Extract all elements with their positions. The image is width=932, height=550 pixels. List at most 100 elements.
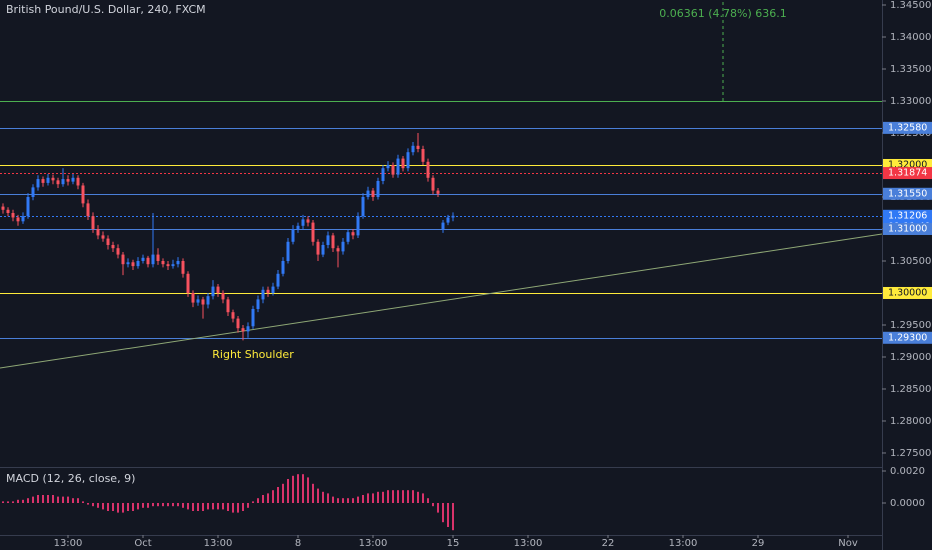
- macd-bar: [107, 503, 109, 511]
- price-axis-bg: [883, 0, 932, 535]
- candle-body: [446, 217, 450, 223]
- candle-body: [156, 254, 160, 261]
- candle-body: [351, 232, 355, 236]
- x-tick-label: 13:00: [54, 538, 83, 549]
- candle-body: [426, 161, 430, 178]
- macd-bar: [67, 496, 69, 503]
- candle-body: [46, 177, 50, 183]
- candle-body: [91, 216, 95, 229]
- macd-bar: [422, 493, 424, 503]
- candle-body: [311, 222, 315, 242]
- candle-body: [421, 148, 425, 162]
- candle-body: [366, 190, 370, 197]
- macd-bar: [207, 503, 209, 510]
- y2-tick-label: 0.0000: [890, 498, 925, 509]
- macd-bar: [97, 503, 99, 508]
- macd-bar: [452, 503, 454, 531]
- macd-bar: [47, 495, 49, 503]
- macd-bar: [212, 503, 214, 510]
- macd-bar: [377, 491, 379, 503]
- candle-body: [251, 308, 255, 327]
- candle-body: [206, 296, 210, 305]
- candle-body: [181, 260, 185, 274]
- price-label: 1.31550: [888, 188, 927, 199]
- candle-body: [31, 187, 35, 197]
- y-tick-label: 1.33500: [890, 64, 931, 75]
- macd-bar: [317, 488, 319, 503]
- macd-bar: [242, 503, 244, 511]
- candle-body: [241, 328, 245, 332]
- candle-body: [216, 286, 220, 293]
- macd-bar: [17, 499, 19, 503]
- macd-bar: [147, 503, 149, 508]
- candle-body: [121, 254, 125, 265]
- candle-body: [406, 152, 410, 169]
- macd-bar: [392, 490, 394, 503]
- candle-body: [211, 286, 215, 297]
- macd-bar: [282, 483, 284, 503]
- candle-body: [356, 216, 360, 236]
- macd-bar: [332, 496, 334, 503]
- macd-bar: [77, 498, 79, 503]
- candle-body: [171, 264, 175, 267]
- macd-bar: [12, 501, 14, 503]
- candle-body: [166, 264, 170, 267]
- macd-bar: [192, 503, 194, 511]
- candle-body: [21, 216, 25, 222]
- macd-pane: [2, 474, 454, 531]
- x-tick-label: 8: [295, 538, 301, 549]
- macd-bar: [302, 474, 304, 503]
- candle-body: [26, 196, 30, 217]
- macd-bar: [307, 477, 309, 503]
- macd-bar: [337, 498, 339, 503]
- candle-body: [316, 241, 320, 255]
- macd-bar: [222, 503, 224, 510]
- y-tick-label: 1.28500: [890, 384, 931, 395]
- y-tick-label: 1.29500: [890, 320, 931, 331]
- chart-title: British Pound/U.S. Dollar, 240, FXCM: [6, 3, 206, 16]
- macd-bar: [232, 503, 234, 513]
- candle-body: [451, 215, 455, 218]
- macd-bar: [22, 499, 24, 503]
- macd-bar: [297, 474, 299, 503]
- candle-body: [301, 219, 305, 226]
- y-tick-label: 1.27500: [890, 448, 931, 459]
- candle-body: [196, 299, 200, 303]
- y-tick-label: 1.34000: [890, 32, 931, 43]
- macd-bar: [127, 503, 129, 511]
- x-tick-label: 13:00: [514, 538, 543, 549]
- candle-body: [331, 235, 335, 249]
- candle-body: [431, 177, 435, 191]
- trendline: [0, 233, 883, 369]
- candle-body: [396, 158, 400, 175]
- candle-body: [141, 257, 145, 261]
- price-label-box: [883, 331, 932, 344]
- candle-body: [401, 158, 405, 169]
- candle-body: [111, 244, 115, 249]
- x-tick-label: Oct: [134, 538, 151, 549]
- macd-bar: [182, 503, 184, 508]
- candle-body: [286, 241, 290, 261]
- macd-bar: [272, 490, 274, 503]
- candle-body: [76, 177, 80, 186]
- macd-bar: [352, 498, 354, 503]
- macd-bar: [162, 503, 164, 507]
- macd-bar: [442, 503, 444, 523]
- macd-bar: [137, 503, 139, 510]
- macd-bar: [142, 503, 144, 508]
- macd-bar: [202, 503, 204, 511]
- macd-bar: [122, 503, 124, 513]
- candle-body: [276, 273, 280, 287]
- candle-body: [11, 212, 15, 218]
- macd-bar: [2, 501, 4, 503]
- candle-body: [81, 185, 85, 204]
- candle-body: [56, 180, 60, 185]
- candle-body: [336, 248, 340, 252]
- macd-bar: [387, 490, 389, 503]
- y-tick-label: 1.29000: [890, 352, 931, 363]
- annotation: Right Shoulder: [212, 348, 294, 361]
- price-label-box: [883, 286, 932, 299]
- candle-body: [151, 254, 155, 265]
- x-tick-label: 29: [752, 538, 765, 549]
